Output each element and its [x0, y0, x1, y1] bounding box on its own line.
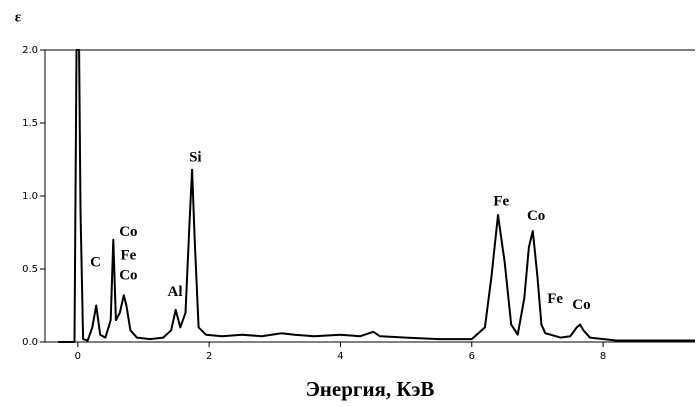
x-tick-label: 8 [600, 351, 606, 362]
spectrum-line [58, 49, 695, 343]
y-tick-label: 1.5 [22, 118, 38, 129]
peak-label: Fe [493, 193, 509, 209]
x-tick-label: 6 [469, 351, 475, 362]
x-tick-label: 0 [75, 351, 81, 362]
x-tick-label: 2 [206, 351, 212, 362]
peak-label: C [90, 255, 101, 271]
peak-label: Co [119, 224, 137, 240]
y-tick-label: 0.0 [22, 337, 38, 348]
peak-label: Co [572, 297, 590, 313]
y-axis-label: ε [15, 9, 22, 25]
peak-label: Co [119, 268, 137, 284]
x-tick-label: 4 [337, 351, 343, 362]
y-tick-label: 2.0 [22, 45, 38, 56]
peak-label: Al [168, 284, 183, 300]
peak-label: Co [527, 208, 545, 224]
peak-label: Si [189, 149, 202, 165]
peak-label: Fe [547, 291, 563, 307]
x-axis-label: Энергия, КэВ [306, 377, 435, 401]
peak-label: Fe [120, 247, 136, 263]
y-tick-label: 1.0 [22, 191, 38, 202]
y-tick-label: 0.5 [22, 264, 38, 275]
